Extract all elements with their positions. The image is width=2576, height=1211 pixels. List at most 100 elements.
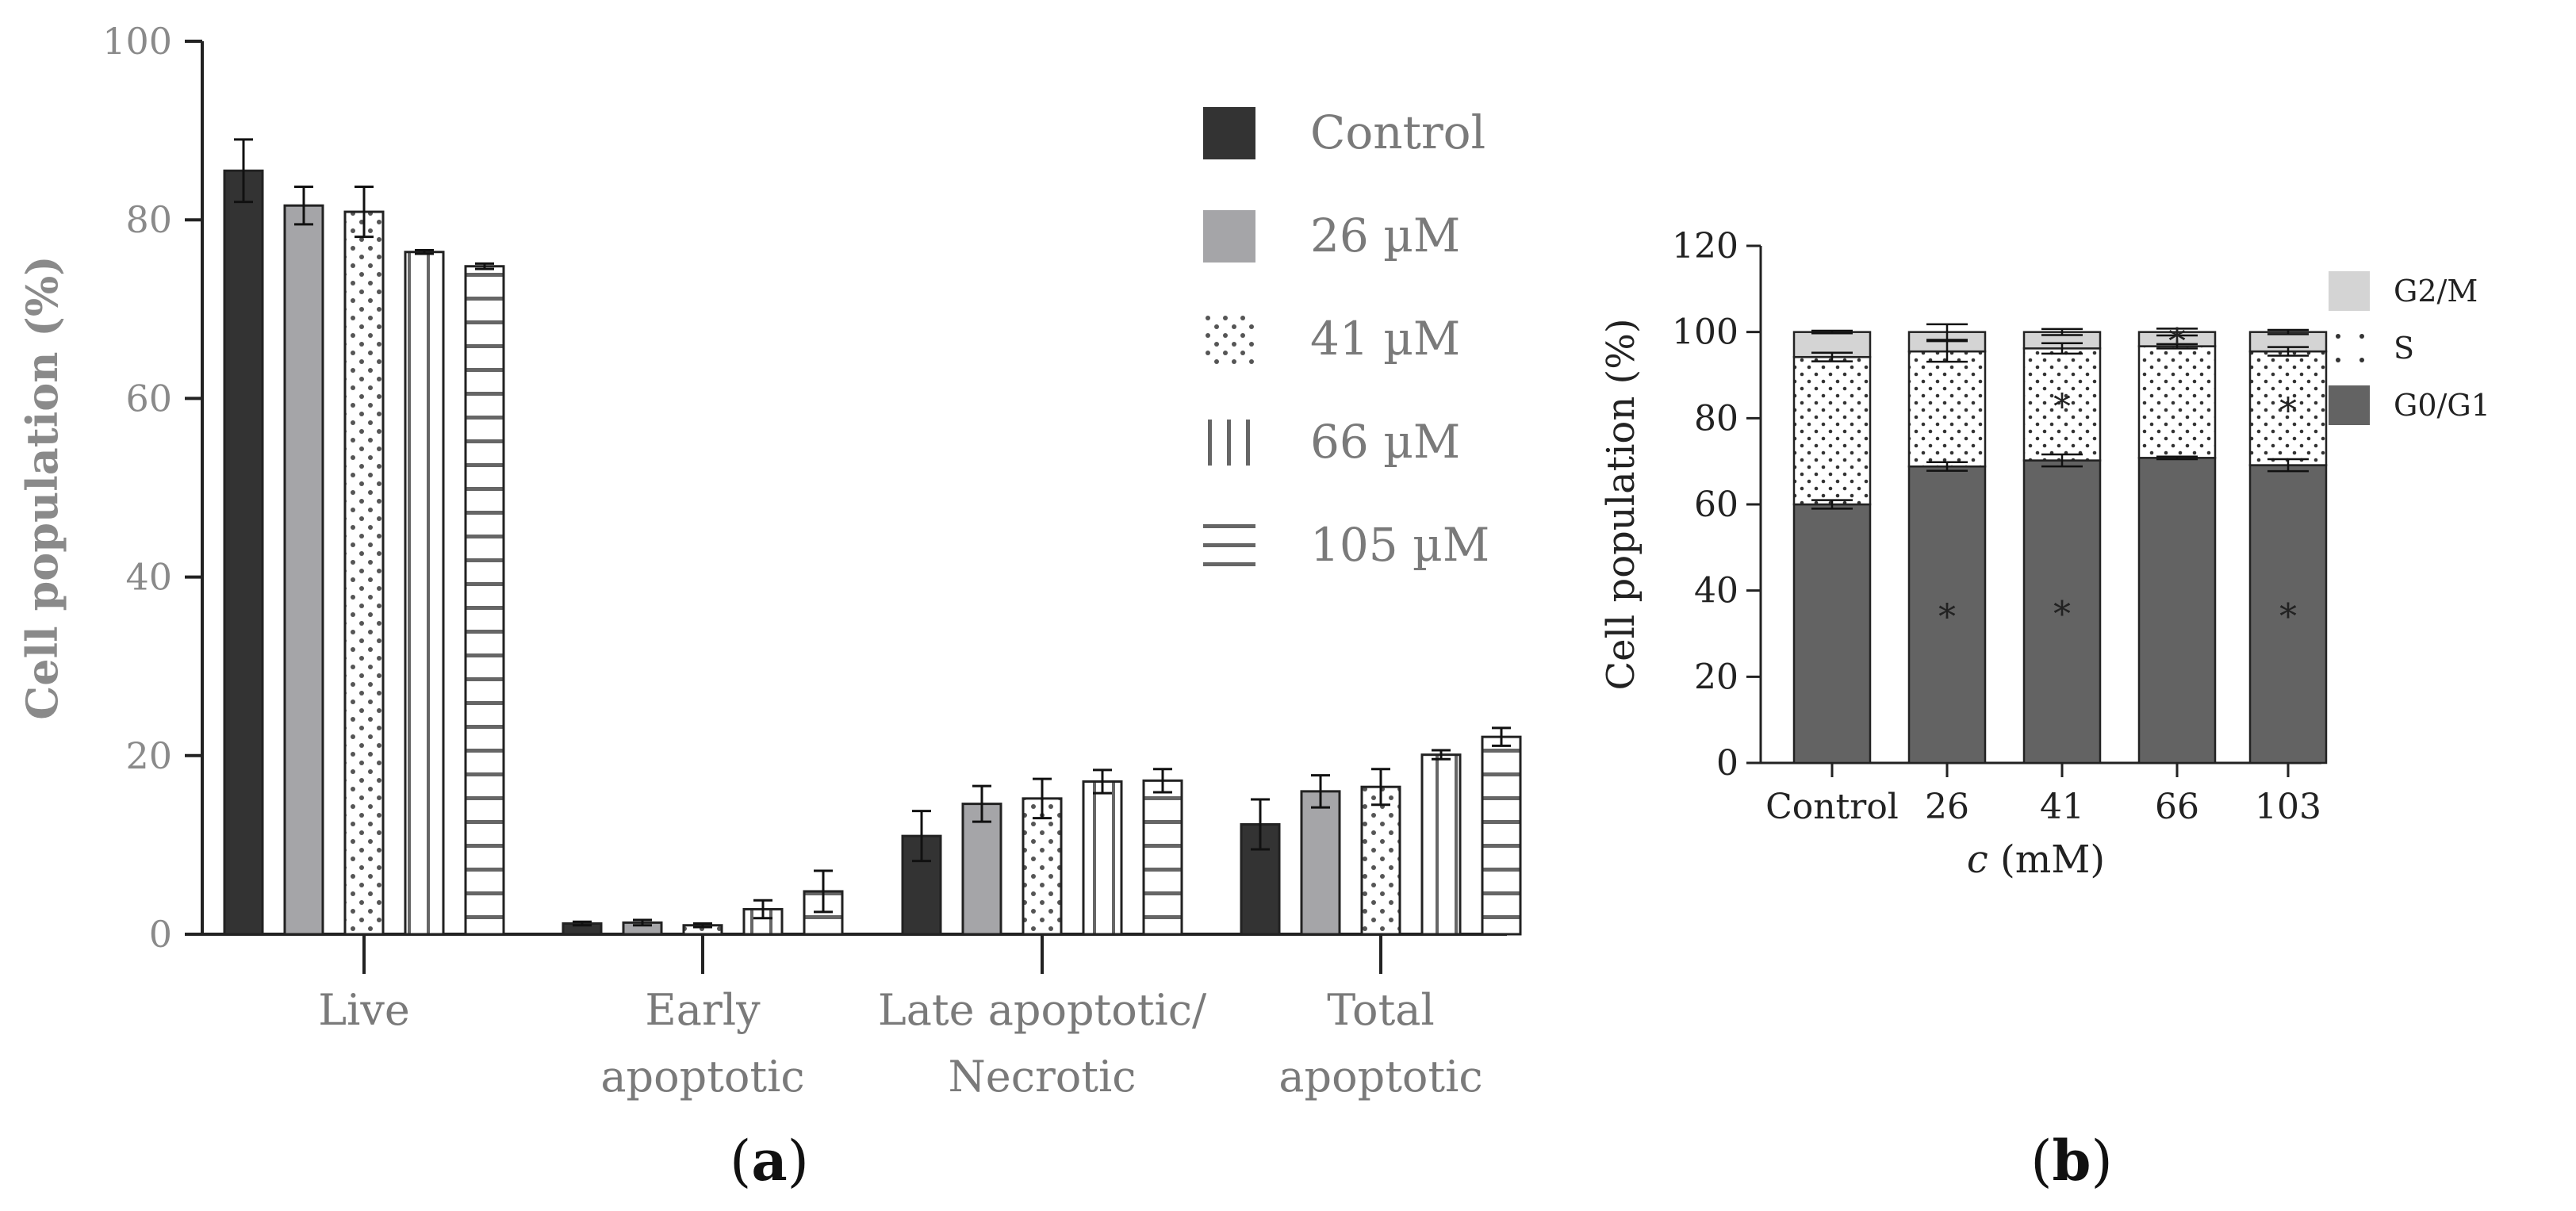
a-panel-paren: ( xyxy=(730,1129,751,1194)
a-bar xyxy=(1481,735,1522,936)
b-panel-letter: b xyxy=(2053,1128,2091,1194)
a-legend-swatch xyxy=(1203,313,1255,366)
b-legend: G2/M S G0/G1 xyxy=(2329,271,2490,425)
a-legend-swatch-line xyxy=(1208,420,1212,466)
a-bar xyxy=(464,265,505,936)
a-legend-label: Control xyxy=(1310,105,1485,159)
b-legend-swatch-dot xyxy=(2359,334,2364,339)
b-significance-marker: * xyxy=(2053,387,2071,427)
b-y-tick-label: 100 xyxy=(1672,312,1738,353)
a-bar xyxy=(223,169,264,936)
b-y-tick-label: 60 xyxy=(1694,485,1738,525)
a-category-labels: Live Early apoptotic Late apoptotic/Necroti… xyxy=(318,985,1482,1102)
a-legend-swatch-line xyxy=(1203,562,1255,566)
a-category-label: Total xyxy=(1327,985,1435,1035)
a-legend-label: 26 µM xyxy=(1310,209,1460,263)
b-y-tick-label: 20 xyxy=(1694,657,1738,697)
a-legend-label: 66 µM xyxy=(1310,415,1460,469)
b-category-label: 66 xyxy=(2155,787,2199,827)
b-significance-marker: * xyxy=(2279,391,2297,431)
a-legend-label: 105 µM xyxy=(1310,518,1489,572)
a-bar xyxy=(283,204,324,936)
a-y-ticks: 0 20 40 60 80 100 xyxy=(102,20,202,956)
panel-a: 0 20 40 60 80 100 Live Early apoptotic Late apop… xyxy=(17,20,1522,1194)
a-bar xyxy=(1420,753,1462,936)
b-y-tick-label: 0 xyxy=(1716,743,1738,784)
b-category-label: 26 xyxy=(1925,787,1969,827)
a-legend-swatch xyxy=(1203,210,1255,263)
b-legend-swatch-dot xyxy=(2336,358,2340,362)
b-category-label: 41 xyxy=(2040,787,2084,827)
b-bar-segment xyxy=(1792,503,1872,765)
b-legend-swatch xyxy=(2329,271,2370,311)
b-y-ticks: 0 20 40 60 80 100 120 xyxy=(1672,226,1761,784)
a-y-axis-label: Cell population (%) xyxy=(17,255,67,719)
a-y-tick-label: 0 xyxy=(149,913,172,956)
b-x-axis-label-unit: (mM) xyxy=(1988,837,2105,882)
b-significance-marker: * xyxy=(2168,322,2186,362)
a-category-label: Live xyxy=(318,985,410,1035)
a-bar xyxy=(1300,790,1341,936)
a-y-tick-label: 100 xyxy=(102,20,172,63)
a-category-label: Early xyxy=(645,985,761,1035)
b-bar-segment xyxy=(2137,345,2217,459)
a-legend-swatch-line xyxy=(1227,420,1231,466)
a-y-tick-label: 60 xyxy=(125,377,172,420)
b-panel-paren: ( xyxy=(2030,1129,2052,1194)
a-category-label: apoptotic xyxy=(600,1052,804,1102)
a-bar xyxy=(961,803,1002,936)
b-stacked-bars: * * * * * * xyxy=(1792,322,2328,777)
a-y-tick-label: 80 xyxy=(125,198,172,241)
b-y-axis-label: Cell population (%) xyxy=(1599,318,1643,690)
b-panel-label: (b) xyxy=(2030,1128,2113,1194)
a-legend-swatch-line xyxy=(1203,524,1255,528)
a-category-label: Late apoptotic/ xyxy=(878,985,1207,1035)
b-bar-segment xyxy=(2248,350,2328,466)
b-bar-segment xyxy=(2022,459,2102,765)
b-y-tick-label: 120 xyxy=(1672,226,1738,266)
b-significance-marker: * xyxy=(2053,594,2071,634)
b-y-tick-label: 40 xyxy=(1694,571,1738,611)
a-y-tick-label: 20 xyxy=(125,734,172,777)
a-bars xyxy=(223,138,1522,974)
b-bar-segment xyxy=(1792,355,1872,506)
b-bar-segment xyxy=(2137,457,2217,765)
b-y-tick-label: 80 xyxy=(1694,398,1738,439)
a-legend-label: 41 µM xyxy=(1310,312,1460,366)
b-panel-paren: ) xyxy=(2091,1129,2112,1194)
a-legend-swatch xyxy=(1203,107,1255,159)
a-category-label: Necrotic xyxy=(949,1052,1137,1102)
b-significance-marker: * xyxy=(2279,596,2297,637)
b-legend-swatch-dot xyxy=(2359,358,2364,362)
a-panel-paren: ) xyxy=(788,1129,809,1194)
b-bar-segment xyxy=(1907,350,1987,468)
a-bar xyxy=(901,834,942,936)
a-panel-letter: a xyxy=(751,1128,787,1194)
a-legend-swatch-line xyxy=(1246,420,1250,466)
a-bar xyxy=(343,210,385,936)
b-x-axis-label: c (mM) xyxy=(1967,837,2105,882)
b-bar-segment xyxy=(2248,464,2328,765)
a-bar xyxy=(1082,780,1123,936)
b-x-axis-label-variable: c xyxy=(1967,837,1988,882)
a-bar xyxy=(1360,785,1401,936)
a-legend: Control 26 µM 41 µM 66 µM 105 µM xyxy=(1203,105,1489,572)
a-legend-swatch-line xyxy=(1203,543,1255,547)
b-bar-segment xyxy=(1907,465,1987,765)
a-bar xyxy=(1022,797,1063,936)
b-legend-swatch xyxy=(2329,385,2370,425)
a-y-tick-label: 40 xyxy=(125,556,172,599)
b-category-labels: Control 26 41 66 103 xyxy=(1765,787,2321,827)
b-category-label: 103 xyxy=(2255,787,2321,827)
b-legend-label: S xyxy=(2394,331,2414,366)
a-bar xyxy=(404,251,445,936)
a-bar xyxy=(1142,779,1183,936)
b-legend-swatch-dot xyxy=(2336,334,2340,339)
b-legend-label: G2/M xyxy=(2394,274,2478,308)
b-category-label: Control xyxy=(1765,787,1899,827)
a-panel-label: (a) xyxy=(730,1128,809,1194)
b-significance-marker: * xyxy=(1938,597,1956,638)
